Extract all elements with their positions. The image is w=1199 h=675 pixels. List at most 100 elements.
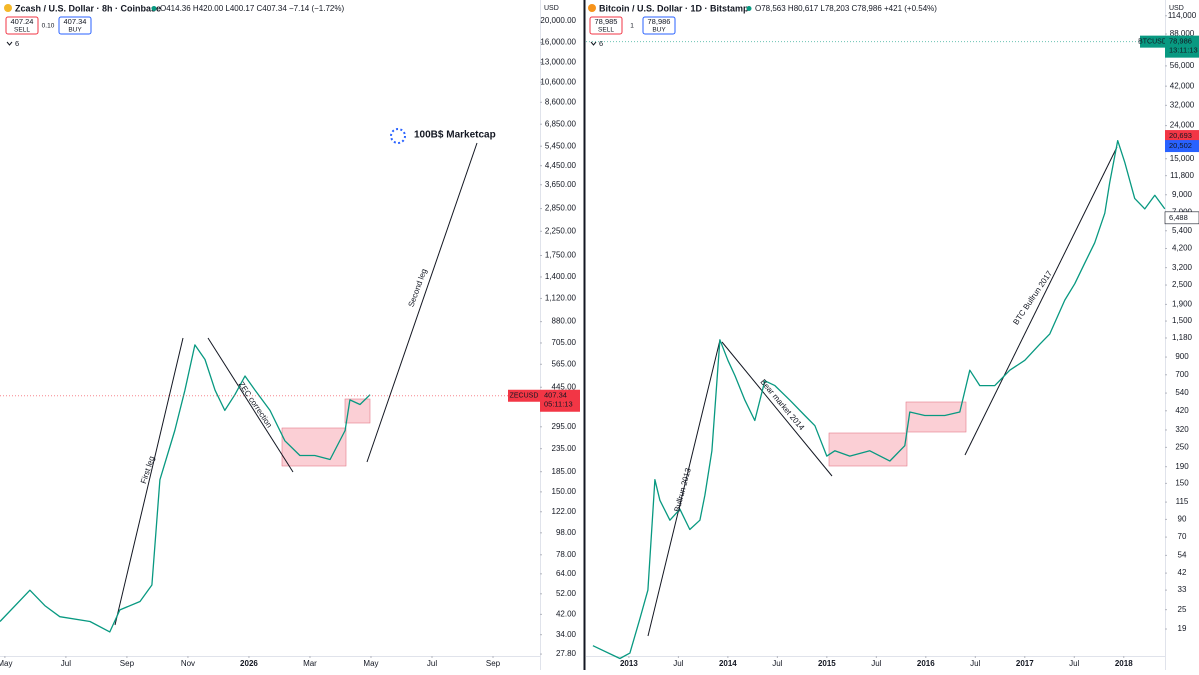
y-tick-label: 700 <box>1175 370 1189 379</box>
y-tick-label: 52.00 <box>556 589 577 598</box>
symbol-title: Bitcoin / U.S. Dollar · 1D · Bitstamp <box>599 3 749 13</box>
x-tick-label: Jul <box>1069 659 1079 668</box>
y-tick-label: 5,400 <box>1172 226 1193 235</box>
y-tick-label: 11,800 <box>1170 171 1194 180</box>
y-tick-label: 16,000.00 <box>540 38 576 47</box>
y-tick-label: 42 <box>1178 568 1187 577</box>
buy-button[interactable] <box>58 16 92 35</box>
y-tick-label: 420 <box>1175 406 1189 415</box>
y-tick-label: 705.00 <box>552 338 577 347</box>
sell-price: 78,985 <box>595 17 618 26</box>
sell-button[interactable] <box>589 16 623 35</box>
y-tick-label: 20,000.00 <box>540 16 576 25</box>
trend-line <box>647 339 721 637</box>
price-tag-label: 78,986 <box>1169 37 1192 46</box>
y-tick-label: 445.00 <box>552 382 577 391</box>
collapse-chevron[interactable] <box>590 41 597 46</box>
symbol-tag-label: ZECUSD <box>510 393 539 400</box>
countdown: 13:11:13 <box>1169 46 1198 55</box>
price-tag-label: 6,488 <box>1169 213 1188 222</box>
y-tick-label: 4,450.00 <box>545 161 577 170</box>
y-tick-label: 185.00 <box>552 467 577 476</box>
sell-label: SELL <box>598 27 614 34</box>
y-tick-label: 64.00 <box>556 569 577 578</box>
y-tick-label: 42.00 <box>556 609 577 618</box>
annotation: 100B$ Marketcap <box>414 130 496 141</box>
indicator-count: 6 <box>15 39 19 48</box>
y-tick-label: 1,180 <box>1172 333 1193 342</box>
x-tick-label: Jul <box>61 659 71 668</box>
y-tick-label: 1,400.00 <box>545 272 577 281</box>
price-tag <box>1165 130 1199 143</box>
x-tick-label: May <box>0 659 12 668</box>
status-dot <box>151 6 157 11</box>
y-tick-label: 78.00 <box>556 550 577 559</box>
y-tick-label: 27.80 <box>556 649 577 658</box>
y-tick-label: 122.00 <box>552 507 577 516</box>
y-tick-label: 320 <box>1175 425 1189 434</box>
y-tick-label: 98.00 <box>556 528 577 537</box>
symbol-tag-label: BTCUSD <box>1138 38 1167 45</box>
price-tag-label: 407.34 <box>544 391 567 400</box>
y-tick-label: 32,000 <box>1170 100 1195 109</box>
x-tick-label: Jul <box>673 659 683 668</box>
y-tick-label: 900 <box>1175 352 1189 361</box>
price-line <box>0 344 371 633</box>
y-tick-label: 15,000 <box>1170 154 1195 163</box>
spread: 0.10 <box>42 23 55 30</box>
x-tick-label: Mar <box>303 659 317 668</box>
x-tick-label: Nov <box>181 659 195 668</box>
y-tick-label: 1,900 <box>1172 300 1193 309</box>
symbol-icon <box>588 4 596 12</box>
y-tick-label: 235.00 <box>552 444 577 453</box>
x-tick-label: May <box>363 659 378 668</box>
ohlc-values: O78,563 H80,617 L78,203 C78,986 +421 (+0… <box>755 4 937 13</box>
buy-label: BUY <box>652 27 666 34</box>
spread: 1 <box>630 23 634 30</box>
trend-line <box>366 142 478 463</box>
y-tick-label: 3,200 <box>1172 263 1193 272</box>
collapse-chevron[interactable] <box>6 41 13 46</box>
buy-price: 407.34 <box>64 17 87 26</box>
y-tick-label: 540 <box>1175 388 1189 397</box>
symbol-tag <box>508 389 540 402</box>
x-tick-label: 2026 <box>240 659 258 668</box>
x-tick-label: 2016 <box>917 659 935 668</box>
x-tick-label: 2018 <box>1115 659 1133 668</box>
price-tag <box>540 389 580 412</box>
y-tick-label: 1,500 <box>1172 316 1193 325</box>
y-tick-label: 10,600.00 <box>540 77 576 86</box>
trend-line <box>207 337 294 473</box>
y-tick-label: 2,850.00 <box>545 204 577 213</box>
price-tag-label: 20,693 <box>1169 131 1192 140</box>
buy-button[interactable] <box>642 16 676 35</box>
x-tick-label: Jul <box>427 659 437 668</box>
price-line <box>592 139 1166 660</box>
sell-price: 407.24 <box>11 17 34 26</box>
y-tick-label: 115 <box>1176 497 1189 506</box>
y-tick-label: 42,000 <box>1170 81 1195 90</box>
x-tick-label: Jul <box>772 659 782 668</box>
price-tag <box>1165 140 1199 153</box>
x-tick-label: 2013 <box>620 659 638 668</box>
y-tick-label: 150 <box>1175 478 1189 487</box>
price-tag <box>1164 211 1199 225</box>
range-box <box>344 398 371 424</box>
y-tick-label: 13,000.00 <box>540 58 576 67</box>
y-tick-label: 2,500 <box>1172 280 1193 289</box>
currency: USD <box>544 5 559 12</box>
trend-line <box>114 337 184 626</box>
sell-button[interactable] <box>5 16 39 35</box>
x-tick-label: Jul <box>871 659 881 668</box>
y-tick-label: 25 <box>1178 605 1187 614</box>
price-tag-label: 20,502 <box>1169 141 1192 150</box>
symbol-icon <box>4 4 12 12</box>
range-box <box>828 432 908 467</box>
y-tick-label: 34.00 <box>556 630 577 639</box>
status-dot <box>746 6 752 11</box>
x-tick-label: 2017 <box>1016 659 1034 668</box>
indicator-count: 6 <box>599 39 603 48</box>
y-tick-label: 56,000 <box>1170 61 1195 70</box>
